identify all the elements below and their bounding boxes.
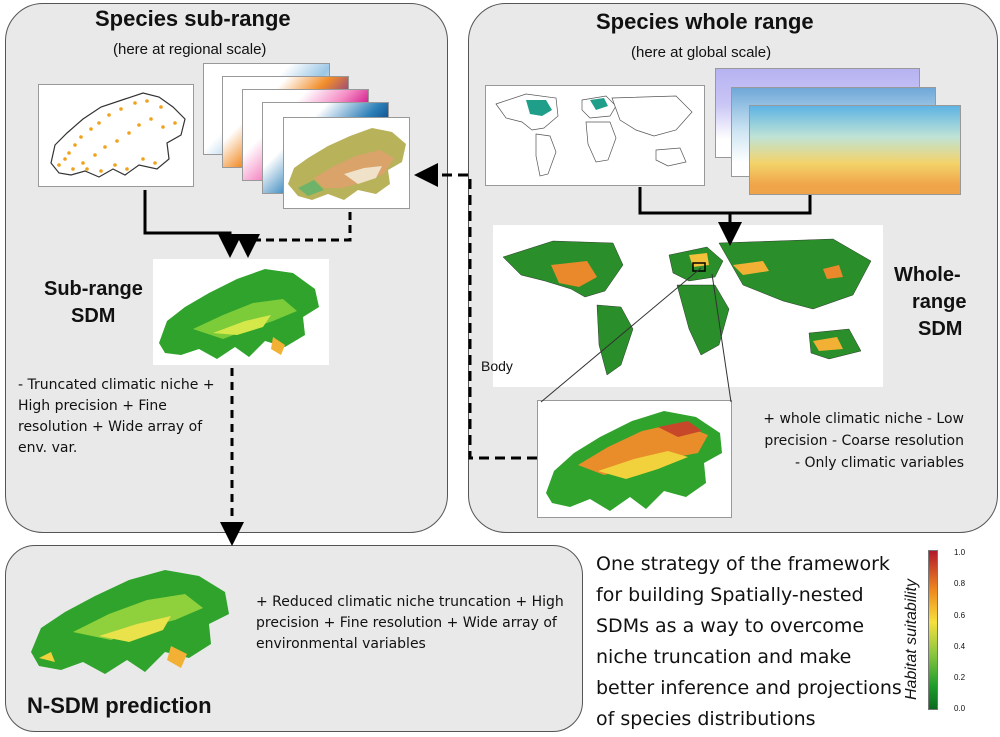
legend-colorbar <box>928 550 938 710</box>
sub-range-sdm-map <box>153 259 329 365</box>
whole-range-subtitle: (here at global scale) <box>631 44 772 61</box>
legend-tick-2: 0.8 <box>954 579 966 588</box>
whole-to-sub-dashed-line <box>414 163 537 460</box>
whole-inputs-to-sdm-line <box>638 187 742 246</box>
sub-range-title: Species sub-range <box>95 6 291 31</box>
whole-range-swiss-inset <box>537 400 732 518</box>
swiss-occurrence-map <box>38 84 194 187</box>
sub-range-subtitle: (here at regional scale) <box>113 41 267 58</box>
legend-tick-1: 1.0 <box>954 548 966 557</box>
nsdm-title: N-SDM prediction <box>27 693 212 718</box>
sub-range-description: - Truncated climatic niche + High precis… <box>18 377 215 456</box>
body-label: Body <box>481 358 513 374</box>
sub-env-to-sdm-dashed-line <box>236 212 352 258</box>
legend-tick-6: 0.0 <box>954 704 966 713</box>
nsdm-map <box>25 562 238 680</box>
whole-range-sdm-label-1: Whole- <box>894 264 961 286</box>
figure-caption: One strategy of the framework for buildi… <box>596 553 902 730</box>
env-layer-5 <box>283 117 410 209</box>
world-occurrence-map <box>485 85 705 186</box>
sub-occurrence-to-sdm-line <box>143 190 242 258</box>
whole-range-description: + whole climatic niche - Low precision -… <box>763 411 964 471</box>
legend-tick-5: 0.2 <box>954 673 966 682</box>
whole-range-sdm-label-2: range <box>912 291 967 313</box>
sub-range-sdm-label-1: Sub-range <box>44 278 143 300</box>
legend-tick-3: 0.6 <box>954 611 966 620</box>
world-env-layer-3 <box>749 105 961 195</box>
whole-range-sdm-label-3: SDM <box>918 318 963 340</box>
whole-range-title: Species whole range <box>596 9 814 34</box>
nsdm-description: + Reduced climatic niche truncation + Hi… <box>256 594 564 652</box>
legend-tick-4: 0.4 <box>954 642 966 651</box>
sub-range-sdm-label-2: SDM <box>71 305 116 327</box>
